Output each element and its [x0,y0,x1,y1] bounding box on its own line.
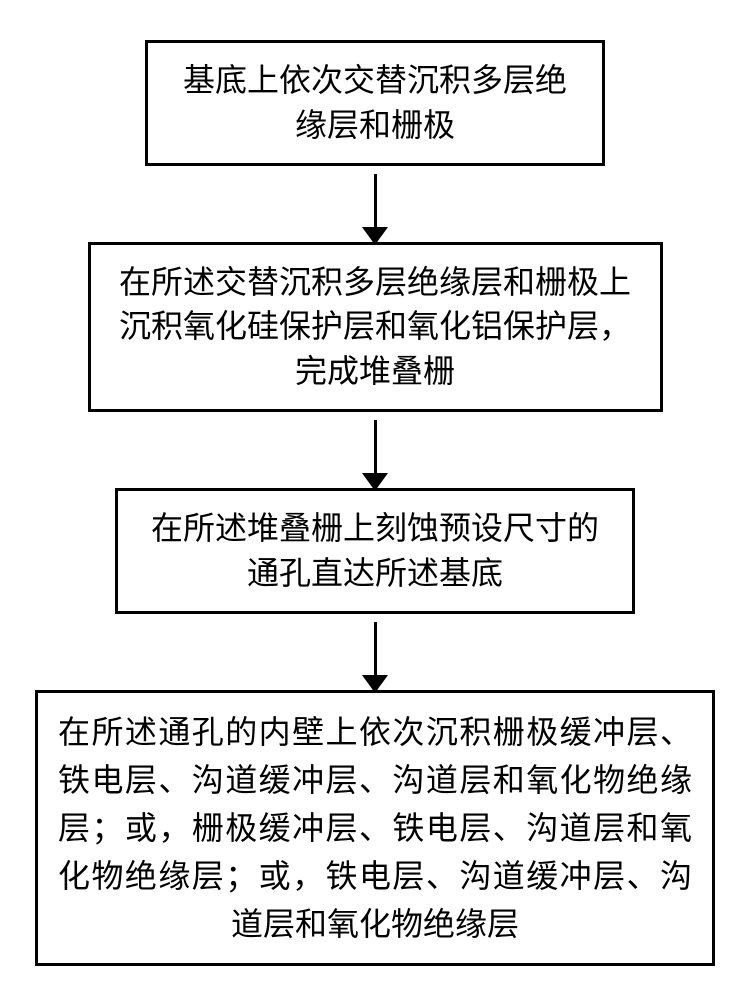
arrow-1 [362,174,388,242]
arrow-3 [362,622,388,690]
step-2-text: 在所述交替沉积多层绝缘层和栅极上沉积氧化硅保护层和氧化铝保护层，完成堆叠栅 [111,260,640,394]
flowchart-step-4: 在所述通孔的内壁上依次沉积栅极缓冲层、铁电层、沟道缓冲层、沟道层和氧化物绝缘层；… [35,690,715,966]
flowchart-step-1: 基底上依次交替沉积多层绝缘层和栅极 [145,40,605,166]
arrow-line-icon [374,174,377,229]
arrow-line-icon [374,622,377,677]
flowchart-container: 基底上依次交替沉积多层绝缘层和栅极 在所述交替沉积多层绝缘层和栅极上沉积氧化硅保… [35,40,715,966]
flowchart-step-2: 在所述交替沉积多层绝缘层和栅极上沉积氧化硅保护层和氧化铝保护层，完成堆叠栅 [88,242,663,412]
step-3-text: 在所述堆叠栅上刻蚀预设尺寸的通孔直达所述基底 [138,506,612,596]
arrow-line-icon [374,420,377,475]
step-4-text: 在所述通孔的内壁上依次沉积栅极缓冲层、铁电层、沟道缓冲层、沟道层和氧化物绝缘层；… [58,708,692,948]
arrow-2 [362,420,388,488]
flowchart-step-3: 在所述堆叠栅上刻蚀预设尺寸的通孔直达所述基底 [115,488,635,614]
step-1-text: 基底上依次交替沉积多层绝缘层和栅极 [168,58,582,148]
